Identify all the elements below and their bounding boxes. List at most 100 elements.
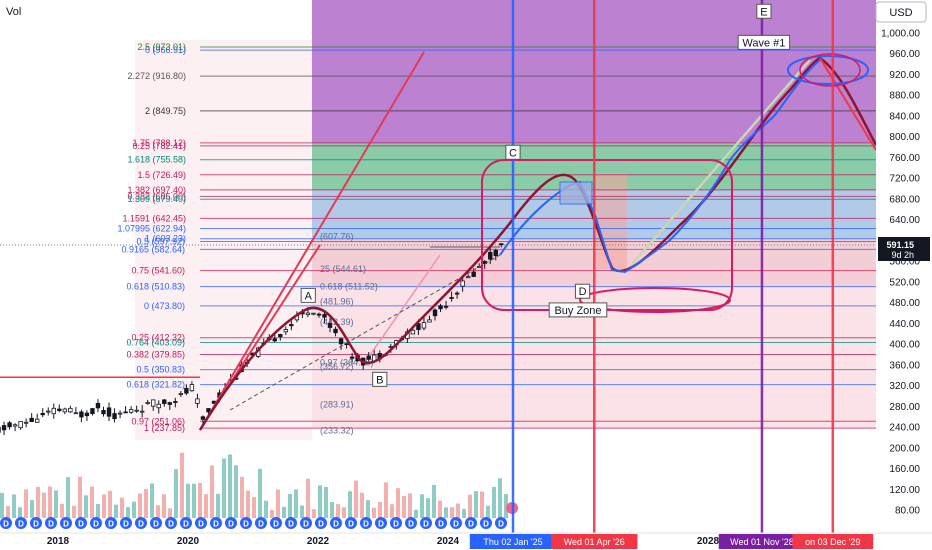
dividend-marker: [225, 517, 237, 529]
dividend-marker: [270, 517, 282, 529]
fib-label: 0.618 (321.82): [126, 380, 185, 390]
volume-bar: [426, 498, 430, 518]
dividend-letter: D: [483, 520, 489, 529]
candle-body: [333, 328, 338, 334]
candle-body: [184, 387, 189, 394]
dividend-marker: [345, 517, 357, 529]
volume-bar: [60, 503, 64, 518]
price-tick-label: 240.00: [889, 423, 920, 434]
candle-body: [460, 280, 465, 287]
last-price-countdown: 9d 2h: [891, 250, 914, 260]
wave-label-box: [372, 371, 388, 387]
dividend-letter: D: [438, 520, 444, 529]
volume-bar: [432, 484, 436, 518]
dividend-letter: D: [3, 520, 9, 529]
price-tick-label: 80.00: [895, 506, 920, 517]
candle-body: [167, 402, 172, 405]
wave-label: C: [509, 147, 517, 159]
time-axis[interactable]: 2018 2020 2022 2024 2028 Thu 02 Jan '25 Wed 01…: [0, 532, 932, 550]
dividend-letter: D: [258, 520, 264, 529]
price-tick-label: 480.00: [889, 298, 920, 309]
currency-button[interactable]: USD: [875, 1, 927, 23]
price-tick-label: 200.00: [889, 443, 920, 454]
candle-body: [465, 276, 471, 279]
wave-labels: A B C D E Wave #1 Buy Zone: [300, 3, 791, 387]
fib-minor-label: (283.91): [320, 399, 354, 409]
volume-bar: [96, 504, 100, 518]
volume-bar: [150, 483, 154, 518]
volume-bar: [0, 492, 4, 518]
projection-line-red: [819, 57, 877, 151]
volume-bar: [126, 507, 130, 518]
fib-label: 0.9165 (582.64): [121, 244, 185, 254]
projection-path-blue: [499, 59, 821, 274]
fib-label: 0.25 (412.32): [131, 333, 185, 343]
wave-label-box: [300, 287, 316, 303]
dividend-letter: D: [48, 520, 54, 529]
fib-label: 1.309 (679.40): [127, 194, 186, 204]
volume-bar: [456, 503, 460, 518]
price-tick-label: 760.00: [889, 153, 920, 164]
price-tick-label: 920.00: [889, 70, 920, 81]
dividend-marker: [465, 517, 477, 529]
fib-label: 0.382 (379.85): [126, 350, 185, 360]
price-axis[interactable]: 80.00 120.00 160.00 200.00 240.00 280.00 320.0…: [876, 0, 932, 533]
fib-label: 1 (603.23): [145, 234, 186, 244]
volume-bar: [216, 493, 220, 518]
volume-bar: [6, 505, 10, 518]
volume-bar: [324, 486, 328, 518]
dividend-letter: D: [18, 520, 24, 529]
dividend-marker: [420, 517, 432, 529]
volume-bar: [474, 491, 478, 518]
candle-body: [206, 408, 211, 413]
volume-bar: [300, 505, 304, 518]
volume-bar: [222, 458, 226, 518]
fib-label: 0.618 (510.83): [126, 282, 185, 292]
candle-body: [84, 412, 90, 417]
candle-body: [73, 412, 79, 415]
candle-body: [68, 407, 73, 413]
volume-bar: [186, 483, 190, 518]
price-tick-label: 840.00: [889, 111, 920, 122]
date-lines: [511, 0, 835, 533]
candle-body: [139, 410, 145, 413]
fib-label: 1 (237.85): [144, 423, 185, 433]
volume-bar: [246, 490, 250, 518]
fib-label: 0.382 (685.00): [127, 191, 186, 201]
fibonacci-levels: 0 (966.91)2.5 (973.01) 2.272 (916.80) 2 (8…: [0, 42, 876, 436]
candle-body: [189, 384, 195, 392]
candle-body: [151, 399, 156, 407]
time-tag: [792, 534, 874, 549]
volume-bar: [108, 490, 112, 518]
wave-label: B: [376, 374, 383, 386]
fib-label: 0.5 (350.83): [136, 365, 185, 375]
dividend-marker: [195, 517, 207, 529]
candle-body: [29, 417, 34, 423]
volume-bar: [336, 504, 340, 518]
dividend-letter: D: [273, 520, 279, 529]
buy-zone-ellipse: [579, 287, 731, 313]
dividend-marker: [90, 517, 102, 529]
fib-label: 2 (849.75): [145, 106, 186, 116]
dividend-letter: D: [213, 520, 219, 529]
volume-bar: [138, 493, 142, 518]
volume-bar: [18, 507, 22, 518]
candle-body: [95, 402, 101, 409]
dividend-marker: [75, 517, 87, 529]
dividend-letter: D: [348, 520, 354, 529]
candle-body: [46, 410, 51, 413]
price-tick-label: 120.00: [889, 485, 920, 496]
fib-minor-label: 0.97 (364.65): [320, 357, 374, 367]
dividend-marker: [315, 517, 327, 529]
dividend-marker: [480, 517, 492, 529]
volume-bar: [318, 485, 322, 518]
dividend-letter: D: [453, 520, 459, 529]
fib-label: 0 (473.80): [144, 301, 185, 311]
candle-body: [410, 329, 416, 335]
volume-bars: [0, 452, 508, 518]
dividend-letter: D: [288, 520, 294, 529]
dividend-marker: [495, 517, 507, 529]
top-ellipse-red: [799, 53, 861, 87]
last-price-tag: [878, 236, 930, 261]
